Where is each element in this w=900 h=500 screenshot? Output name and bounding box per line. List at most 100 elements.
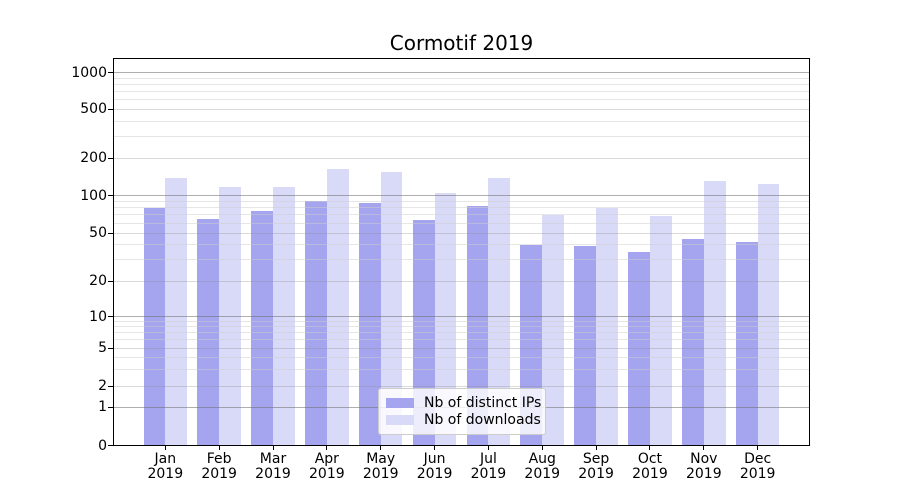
- y-tick-mark: [108, 406, 113, 408]
- bar-nb-of-distinct-ips-sep-2019: [574, 246, 597, 446]
- gridline-500: [113, 108, 810, 110]
- x-tick-mark: [434, 445, 436, 450]
- x-tick-mark: [541, 445, 543, 450]
- gridline-70: [113, 214, 810, 216]
- x-tick-label-feb-2019: Feb 2019: [201, 451, 237, 482]
- bar-nb-of-distinct-ips-jul-2019: [466, 205, 489, 446]
- gridline-5: [113, 347, 810, 349]
- bar-nb-of-downloads-dec-2019: [757, 184, 780, 446]
- gridline-400: [113, 120, 810, 122]
- legend: Nb of distinct IPs Nb of downloads: [378, 388, 546, 435]
- gridline-90: [113, 200, 810, 202]
- chart-title: Cormotif 2019: [389, 31, 534, 55]
- y-tick-mark: [108, 316, 113, 318]
- y-tick-label-1: 1: [98, 399, 107, 416]
- bar-nb-of-distinct-ips-nov-2019: [682, 238, 704, 446]
- gridline-600: [113, 99, 810, 101]
- x-tick-mark: [326, 445, 328, 450]
- gridline-40: [113, 244, 810, 246]
- x-tick-label-mar-2019: Mar 2019: [255, 451, 291, 482]
- x-tick-label-nov-2019: Nov 2019: [685, 451, 722, 482]
- legend-item-distinct-ips: Nb of distinct IPs: [386, 394, 542, 412]
- gridline-800: [113, 83, 810, 85]
- bar-nb-of-downloads-nov-2019: [703, 180, 726, 446]
- x-tick-label-jun-2019: Jun 2019: [416, 451, 453, 482]
- gridline-8: [113, 326, 810, 328]
- bar-nb-of-downloads-mar-2019: [273, 186, 295, 446]
- gridline-1000: [113, 72, 810, 74]
- bar-nb-of-distinct-ips-apr-2019: [305, 201, 327, 446]
- x-tick-mark: [487, 445, 489, 450]
- x-tick-label-jul-2019: Jul 2019: [470, 451, 507, 482]
- y-tick-mark: [108, 157, 113, 159]
- y-tick-mark: [108, 385, 113, 387]
- x-tick-label-may-2019: May 2019: [362, 451, 399, 482]
- x-tick-mark: [164, 445, 166, 450]
- gridline-3: [113, 368, 810, 370]
- grid-layer: [113, 58, 810, 446]
- gridline-4: [113, 356, 810, 358]
- gridline-50: [113, 232, 810, 234]
- gridline-7: [113, 332, 810, 334]
- y-tick-label-0: 0: [98, 437, 107, 454]
- gridline-100: [113, 195, 810, 197]
- x-tick-mark: [218, 445, 220, 450]
- bar-nb-of-downloads-apr-2019: [326, 168, 349, 446]
- y-tick-label-20: 20: [89, 273, 107, 289]
- bar-nb-of-downloads-jun-2019: [434, 193, 457, 446]
- gridline-9: [113, 321, 810, 322]
- gridline-60: [113, 222, 810, 224]
- gridline-6: [113, 339, 810, 341]
- x-tick-label-oct-2019: Oct 2019: [632, 451, 668, 482]
- x-tick-mark: [380, 445, 382, 450]
- gridline-900: [113, 77, 810, 79]
- y-tick-mark: [108, 108, 113, 110]
- bar-nb-of-distinct-ips-mar-2019: [251, 211, 273, 446]
- x-tick-label-apr-2019: Apr 2019: [309, 451, 345, 482]
- y-tick-label-5: 5: [98, 340, 107, 357]
- gridline-2: [113, 385, 810, 387]
- y-tick-mark: [108, 195, 113, 197]
- y-tick-mark: [108, 72, 113, 74]
- bar-nb-of-downloads-feb-2019: [219, 186, 241, 446]
- bar-nb-of-downloads-may-2019: [380, 172, 403, 446]
- y-tick-label-1000: 1000: [71, 64, 107, 81]
- x-tick-label-dec-2019: Dec 2019: [739, 451, 776, 482]
- bar-nb-of-distinct-ips-oct-2019: [628, 251, 650, 446]
- y-tick-label-500: 500: [80, 101, 107, 118]
- x-tick-mark: [649, 445, 651, 450]
- legend-label-downloads: Nb of downloads: [424, 411, 541, 428]
- x-tick-label-jan-2019: Jan 2019: [147, 451, 184, 482]
- gridline-200: [113, 157, 810, 159]
- gridline-10: [113, 316, 810, 318]
- legend-label-distinct-ips: Nb of distinct IPs: [424, 394, 542, 411]
- gridline-30: [113, 259, 810, 261]
- legend-swatch-downloads: [386, 415, 414, 425]
- bar-nb-of-downloads-aug-2019: [542, 214, 565, 446]
- legend-swatch-distinct-ips: [386, 398, 414, 408]
- y-tick-label-50: 50: [89, 225, 107, 241]
- y-tick-label-10: 10: [89, 308, 107, 325]
- gridline-20: [113, 280, 810, 282]
- gridline-700: [113, 91, 810, 93]
- bar-nb-of-downloads-oct-2019: [649, 216, 672, 446]
- bar-nb-of-distinct-ips-dec-2019: [735, 242, 758, 446]
- bar-nb-of-distinct-ips-feb-2019: [197, 218, 220, 446]
- x-tick-mark: [272, 445, 274, 450]
- y-tick-label-2: 2: [98, 378, 107, 394]
- legend-item-downloads: Nb of downloads: [386, 411, 541, 429]
- bar-nb-of-distinct-ips-may-2019: [358, 203, 381, 446]
- x-tick-mark: [757, 445, 759, 450]
- gridline-300: [113, 136, 810, 138]
- x-tick-label-aug-2019: Aug 2019: [524, 451, 561, 482]
- y-tick-mark: [108, 347, 113, 349]
- gridline-80: [113, 207, 810, 209]
- x-tick-label-sep-2019: Sep 2019: [578, 451, 614, 482]
- y-tick-mark: [108, 280, 113, 282]
- y-tick-mark: [108, 232, 113, 234]
- x-tick-mark: [703, 445, 705, 450]
- x-tick-mark: [595, 445, 597, 450]
- y-tick-label-100: 100: [80, 187, 107, 204]
- y-tick-mark: [108, 445, 113, 446]
